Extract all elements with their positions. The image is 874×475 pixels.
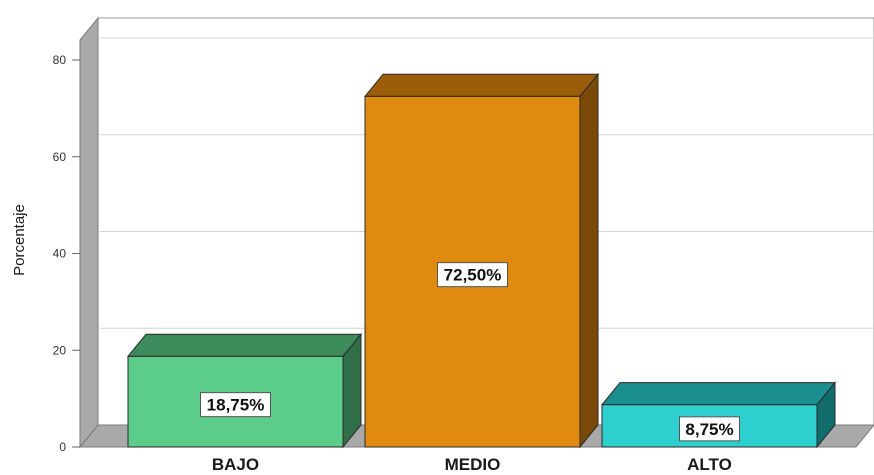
y-tick-label: 20 [53,343,67,357]
bar-side [816,381,836,449]
category-labels: BAJO MEDIO ALTO [212,455,732,474]
data-label: 8,75% [685,420,733,439]
data-label-box [437,262,508,288]
category-label: BAJO [212,455,259,474]
bar-top [363,73,600,97]
y-tick-label: 60 [53,150,67,164]
bar-bajo: 18,75% [126,332,363,449]
data-label: 18,75% [207,396,265,415]
bar-top [600,382,837,406]
data-label: 72,50% [444,266,502,285]
data-label-box [200,392,271,418]
category-label: ALTO [687,455,732,474]
y-tick-label: 0 [59,440,66,454]
y-axis-label: Porcentaje [11,204,28,276]
bar-alto: 8,75% [600,381,837,449]
data-label-box [679,416,740,442]
bar-medio: 72,50% [363,72,600,449]
y-axis-ticks: 0 20 40 60 80 [53,53,80,454]
bar-side [579,72,599,449]
bar-side [342,332,362,449]
category-label: MEDIO [445,455,501,474]
bars: 18,75% 72,50% 8,75% [126,72,837,449]
y-tick-label: 80 [53,53,67,67]
y-tick-label: 40 [53,247,67,261]
chart-left-wall [79,16,99,449]
bar-top [126,333,363,357]
